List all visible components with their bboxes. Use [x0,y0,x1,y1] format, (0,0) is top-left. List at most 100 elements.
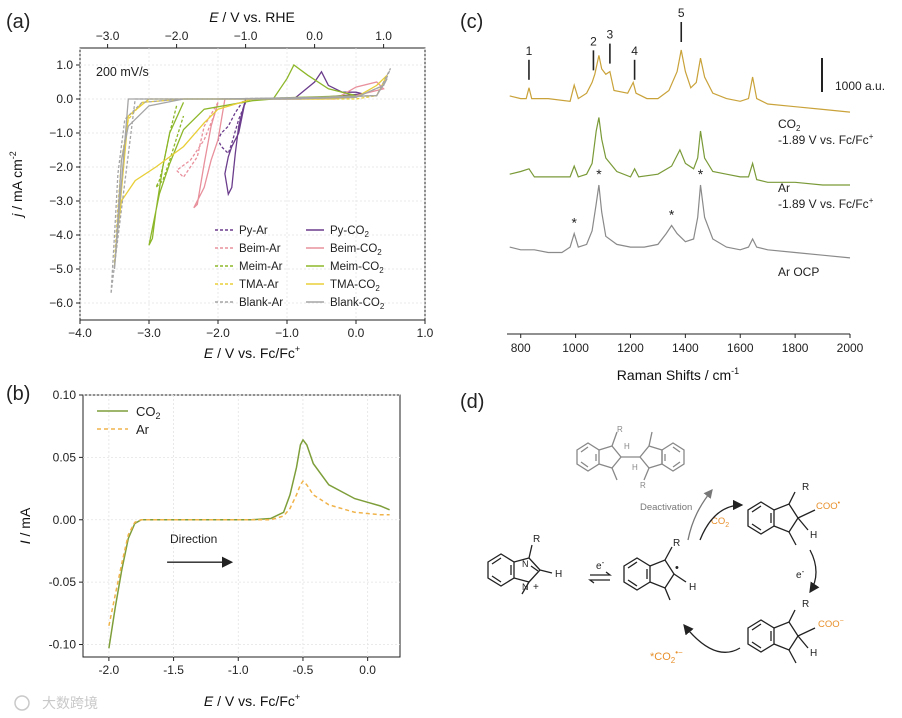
chart-c-xtick-label: 2000 [837,341,864,355]
adduct2-coo: COO− [818,618,844,630]
chart-a-xtick-label: 0.0 [348,326,365,340]
chart-a-legend-label: Blank-CO2 [330,297,385,311]
chart-b-legend-label: Ar [136,422,150,437]
chart-c-series-ar-1-89-v-vs-fc-fc- [509,117,850,186]
chart-c-xtick-label: 1800 [782,341,809,355]
panel-label-c: (c) [460,11,483,33]
adduct1-R: R [802,482,809,493]
chart-c-peak-label: 1 [526,44,533,58]
chart-a-ytick-label: −1.0 [49,126,73,140]
cation-R: R [533,534,540,545]
chart-c-series-label-line2: -1.89 V vs. Fc/Fc+ [778,196,874,211]
dimer-H1: H [624,442,630,451]
dimer-H2: H [632,463,638,472]
radical-dot: • [675,562,679,574]
chart-c-xtick-label: 1400 [672,341,699,355]
chart-a-xtick-label: 1.0 [417,326,434,340]
chart-b-xlabel: E / V vs. Fc/Fc+ [204,692,300,709]
chart-c-series-ar-ocp [509,184,851,259]
chart-b-xtick-label: -1.0 [228,663,249,677]
dimer-R2: R [640,481,646,490]
chart-c-asterisk: * [596,166,602,182]
chart-c-asterisk: * [572,215,578,231]
adduct2-R: R [802,599,809,610]
chart-a-legend-label: TMA-Ar [239,279,279,291]
chart-b-ylabel: I / mA [17,507,33,544]
cation-H: H [555,569,562,580]
chart-a-series-tma-co2 [113,74,388,266]
imidazolyl-radical [623,546,687,601]
chart-a-series-blank-co2 [113,78,388,270]
dimer [576,431,685,481]
chart-c-series-label-line1: Ar OCP [778,265,819,279]
adduct-radical [747,491,816,546]
chart-a-xlabel: E / V vs. Fc/Fc+ [204,344,300,361]
chart-a-x2tick-label: 0.0 [306,29,323,43]
chart-b-ytick-label: 0.00 [53,513,77,527]
chart-c-series-label-line1: Ar [778,181,790,195]
chart-a-ytick-label: −6.0 [49,296,73,310]
chart-c-series-co2-1-89-v-vs-fc-fc- [509,49,851,113]
chart-a-legend-label: Beim-Ar [239,243,281,255]
chart-b-frame [82,394,401,658]
chart-a-legend-label: Beim-CO2 [330,243,382,257]
watermark: 大数跨境 [42,695,98,711]
chart-c-peak-label: 3 [607,28,614,42]
adduct2-H: H [810,648,817,659]
chart-a-ytick-label: −2.0 [49,160,73,174]
panel-label-b: (b) [6,383,30,405]
chart-c-peak-label: 2 [590,34,597,48]
cation-N1: N [522,559,529,569]
chart-b: -2.0 -1.5 -1.0 -0.5 0.0 0.10 0.05 0.00 -0.05 -0.1… [17,388,401,709]
chart-a-series-meim-co2 [148,64,357,246]
chart-b-ytick-label: -0.05 [49,575,77,589]
chart-a-ytick-label: −3.0 [49,194,73,208]
panel-label-d: (d) [460,391,484,413]
adduct1-H: H [810,530,817,541]
electron-label-1: e- [596,558,605,572]
chart-b-xtick-label: -2.0 [99,663,120,677]
chart-b-ytick-label: 0.10 [53,388,77,402]
chart-a-series-beim-ar [175,102,219,179]
co2-label-1: CO2 [711,516,729,529]
chart-a-ytick-label: 1.0 [56,58,73,72]
chart-c-series-label-line1: CO2 [778,117,801,133]
chart-a-legend-label: Meim-Ar [239,261,283,273]
chart-a-x2tick-label: −3.0 [96,29,120,43]
chart-a-ytick-label: −5.0 [49,262,73,276]
chart-c-scale-bar-label: 1000 a.u. [835,79,885,93]
chart-a-scanrate: 200 mV/s [96,65,149,79]
cation-plus: + [533,582,539,593]
forward-arrow [590,571,612,576]
chart-b-xtick-label: -0.5 [293,663,314,677]
adduct-anion [747,609,816,664]
chart-a-series-meim-ar [155,105,185,188]
radical-R: R [673,538,680,549]
chart-c-xtick-label: 800 [511,341,531,355]
co2-addition-arrow [699,499,744,541]
chart-c-series-label-line2: -1.89 V vs. Fc/Fc+ [778,132,874,147]
chart-a: −4.0 −3.0 −2.0 −1.0 0.0 1.0 1.0 0.0 −1.0 −2.0 −3.0… [8,9,434,361]
watermark-logo [14,695,30,711]
electron-label-2: e- [796,567,805,581]
chart-a-x2tick-label: −1.0 [234,29,258,43]
chart-b-xtick-label: -1.5 [163,663,184,677]
chart-a-ylabel: j / mA cm-2 [8,151,25,219]
panel-label-a: (a) [6,11,30,33]
chart-a-legend-label: Blank-Ar [239,297,283,309]
co2-release-arrow [683,623,741,653]
reduction-arrow [809,549,820,594]
chart-a-legend-label: Meim-CO2 [330,261,384,275]
chart-b-direction-label: Direction [170,532,217,546]
chart-c-xtick-label: 1200 [617,341,644,355]
chart-a-x2tick-label: 1.0 [375,29,392,43]
adduct1-coo: COO• [816,500,841,512]
chart-c-asterisk: * [698,166,704,182]
chart-c-peak-label: 5 [678,6,685,20]
chart-a-xtick-label: −3.0 [137,326,161,340]
chart-c-peak-label: 4 [631,44,638,58]
chart-b-ytick-label: 0.05 [53,450,77,464]
chart-b-ytick-label: -0.10 [49,638,77,652]
chart-c-xtick-label: 1000 [562,341,589,355]
